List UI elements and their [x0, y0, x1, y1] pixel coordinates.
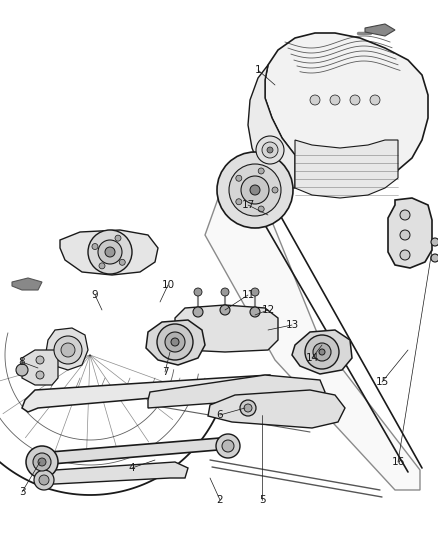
Circle shape — [400, 210, 410, 220]
Polygon shape — [22, 350, 58, 385]
Circle shape — [236, 199, 242, 205]
Polygon shape — [292, 330, 352, 374]
Circle shape — [54, 336, 82, 364]
Circle shape — [310, 95, 320, 105]
Polygon shape — [365, 24, 395, 36]
Text: 15: 15 — [375, 377, 389, 387]
Polygon shape — [12, 278, 42, 290]
Circle shape — [39, 475, 49, 485]
Circle shape — [330, 95, 340, 105]
Text: 5: 5 — [259, 495, 265, 505]
Text: 14: 14 — [305, 353, 318, 363]
Circle shape — [236, 175, 242, 181]
Circle shape — [171, 338, 179, 346]
Text: 8: 8 — [19, 357, 25, 367]
Circle shape — [217, 152, 293, 228]
Polygon shape — [46, 328, 88, 370]
Text: 16: 16 — [392, 457, 405, 467]
Polygon shape — [38, 462, 188, 484]
Circle shape — [92, 244, 98, 249]
Circle shape — [313, 343, 331, 361]
Circle shape — [244, 404, 252, 412]
Circle shape — [193, 307, 203, 317]
Text: 17: 17 — [241, 200, 254, 210]
Circle shape — [229, 164, 281, 216]
Circle shape — [194, 288, 202, 296]
Polygon shape — [248, 65, 295, 188]
Circle shape — [157, 324, 193, 360]
Circle shape — [431, 254, 438, 262]
Polygon shape — [388, 198, 432, 268]
Polygon shape — [295, 140, 398, 198]
Polygon shape — [34, 438, 235, 470]
Circle shape — [165, 332, 185, 352]
Circle shape — [241, 176, 269, 204]
Circle shape — [61, 343, 75, 357]
Circle shape — [240, 400, 256, 416]
Circle shape — [272, 187, 278, 193]
Circle shape — [115, 235, 121, 241]
Circle shape — [216, 434, 240, 458]
Circle shape — [370, 95, 380, 105]
Circle shape — [251, 288, 259, 296]
Polygon shape — [148, 375, 325, 408]
Polygon shape — [146, 320, 205, 365]
Circle shape — [98, 240, 122, 264]
Text: 11: 11 — [241, 290, 254, 300]
Polygon shape — [265, 33, 428, 182]
Circle shape — [36, 356, 44, 364]
Circle shape — [119, 259, 125, 265]
Circle shape — [258, 168, 264, 174]
Circle shape — [36, 371, 44, 379]
Circle shape — [105, 247, 115, 257]
Text: 7: 7 — [162, 367, 168, 377]
Circle shape — [33, 453, 51, 471]
Circle shape — [220, 305, 230, 315]
Text: 3: 3 — [19, 487, 25, 497]
Circle shape — [262, 142, 278, 158]
Circle shape — [38, 458, 46, 466]
Polygon shape — [208, 390, 345, 428]
Circle shape — [305, 335, 339, 369]
Text: 13: 13 — [286, 320, 299, 330]
Text: 6: 6 — [217, 410, 223, 420]
Circle shape — [431, 238, 438, 246]
Text: 9: 9 — [92, 290, 98, 300]
Circle shape — [16, 364, 28, 376]
Circle shape — [250, 307, 260, 317]
Circle shape — [34, 470, 54, 490]
Circle shape — [221, 288, 229, 296]
Circle shape — [256, 136, 284, 164]
Text: 10: 10 — [162, 280, 175, 290]
Polygon shape — [22, 375, 275, 412]
Circle shape — [88, 230, 132, 274]
Circle shape — [319, 349, 325, 355]
Circle shape — [267, 147, 273, 153]
Text: 4: 4 — [129, 463, 135, 473]
Circle shape — [400, 230, 410, 240]
Text: 2: 2 — [217, 495, 223, 505]
Circle shape — [99, 263, 105, 269]
Polygon shape — [60, 230, 158, 275]
Circle shape — [222, 440, 234, 452]
Text: 12: 12 — [261, 305, 275, 315]
Circle shape — [250, 185, 260, 195]
Text: 1: 1 — [254, 65, 261, 75]
Polygon shape — [175, 305, 278, 352]
Circle shape — [400, 250, 410, 260]
Circle shape — [350, 95, 360, 105]
Circle shape — [26, 446, 58, 478]
Circle shape — [258, 206, 264, 212]
Polygon shape — [205, 155, 420, 490]
